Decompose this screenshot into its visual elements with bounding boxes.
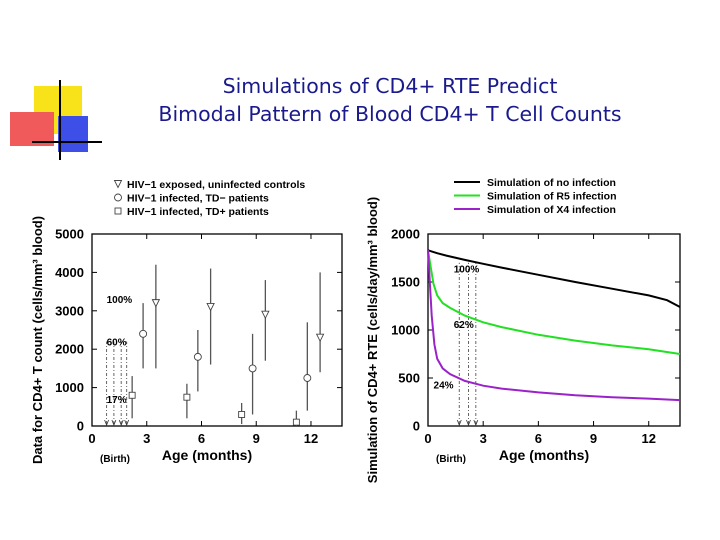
right-legend-label: Simulation of X4 infection xyxy=(487,204,616,216)
right-y-tick-label: 500 xyxy=(398,371,420,386)
slide-title: Simulations of CD4+ RTE Predict Bimodal … xyxy=(100,72,680,128)
left-legend-circle-marker xyxy=(114,193,122,202)
left-x-tick-label: 6 xyxy=(198,431,205,446)
left-legend-triangle-marker xyxy=(113,180,123,189)
right-y-axis-label: Simulation of CD4+ RTE (cells/day/mm³ bl… xyxy=(365,197,380,483)
right-y-tick-label: 1000 xyxy=(391,323,420,338)
left-data-point-square xyxy=(238,411,246,418)
left-data-point-square xyxy=(128,391,136,399)
left-legend-label: HIV−1 exposed, uninfected controls xyxy=(127,179,305,191)
left-data-point-circle xyxy=(193,352,202,361)
left-x-tick-label: 3 xyxy=(143,431,150,446)
left-x-tick-label: 12 xyxy=(304,431,318,446)
left-plot-frame xyxy=(91,233,343,427)
left-y-tick-label: 3000 xyxy=(55,303,84,318)
left-data-point-circle xyxy=(303,374,312,382)
right-birth-note: (Birth) xyxy=(436,454,466,465)
right-x-tick-label: 9 xyxy=(590,431,597,446)
right-y-tick-label: 2000 xyxy=(391,227,420,242)
right-marker-arrowhead xyxy=(456,419,462,427)
left-marker-arrowhead xyxy=(118,419,124,427)
left-x-axis-label: Age (months) xyxy=(162,447,252,463)
left-data-point-square xyxy=(183,393,191,401)
right-marker-arrowhead xyxy=(466,419,471,427)
left-x-tick-label: 0 xyxy=(88,431,95,446)
left-data-point-triangle xyxy=(261,310,270,320)
right-x-tick-label: 0 xyxy=(424,431,431,446)
right-series-line-r5 xyxy=(427,250,681,355)
left-data-point-triangle xyxy=(151,299,161,308)
left-y-tick-label: 0 xyxy=(77,419,84,434)
right-percent-annotation: 62% xyxy=(454,320,474,331)
right-y-tick-label: 0 xyxy=(413,419,420,434)
left-legend-label: HIV−1 infected, TD+ patients xyxy=(127,206,269,218)
left-x-tick-label: 9 xyxy=(253,431,260,446)
right-series-line-no_infection xyxy=(427,249,681,308)
right-percent-annotation: 24% xyxy=(434,381,454,392)
left-y-axis-label: Data for CD4+ T count (cells/mm³ blood) xyxy=(30,216,45,464)
left-legend-label: HIV−1 infected, TD− patients xyxy=(127,193,269,205)
right-series-line-x4 xyxy=(427,250,681,402)
deco-blue-square xyxy=(58,116,88,152)
right-x-tick-label: 12 xyxy=(641,431,655,446)
slide-title-line-1: Simulations of CD4+ RTE Predict xyxy=(222,74,558,98)
left-data-point-triangle xyxy=(206,303,215,312)
left-y-tick-label: 4000 xyxy=(55,265,84,280)
right-x-tick-label: 6 xyxy=(535,431,542,446)
right-marker-arrowhead xyxy=(473,419,479,427)
left-percent-annotation: 100% xyxy=(107,295,133,306)
right-legend-label: Simulation of no infection xyxy=(487,177,616,189)
right-y-tick-label: 1500 xyxy=(391,275,420,290)
left-birth-note: (Birth) xyxy=(100,454,130,465)
left-data-point-circle xyxy=(248,364,257,373)
decorative-squares xyxy=(10,80,102,160)
left-percent-annotation: 17% xyxy=(107,395,127,406)
left-data-point-circle xyxy=(139,329,148,338)
right-x-axis-label: Age (months) xyxy=(499,447,589,463)
slide-title-line-2: Bimodal Pattern of Blood CD4+ T Cell Cou… xyxy=(158,102,622,126)
right-percent-annotation: 100% xyxy=(454,264,480,275)
left-marker-arrowhead xyxy=(104,419,109,427)
left-legend-square-marker xyxy=(114,207,122,215)
left-data-point-square xyxy=(292,418,300,426)
left-y-tick-label: 1000 xyxy=(55,380,84,395)
left-marker-arrowhead xyxy=(124,419,130,427)
left-data-point-triangle xyxy=(315,333,325,343)
left-y-tick-label: 2000 xyxy=(55,342,84,357)
deco-red-square xyxy=(10,112,54,146)
left-y-tick-label: 5000 xyxy=(55,227,84,242)
left-marker-arrowhead xyxy=(111,419,117,427)
left-percent-annotation: 60% xyxy=(107,337,127,348)
right-legend-label: Simulation of R5 infection xyxy=(487,191,617,203)
right-x-tick-label: 3 xyxy=(480,431,487,446)
